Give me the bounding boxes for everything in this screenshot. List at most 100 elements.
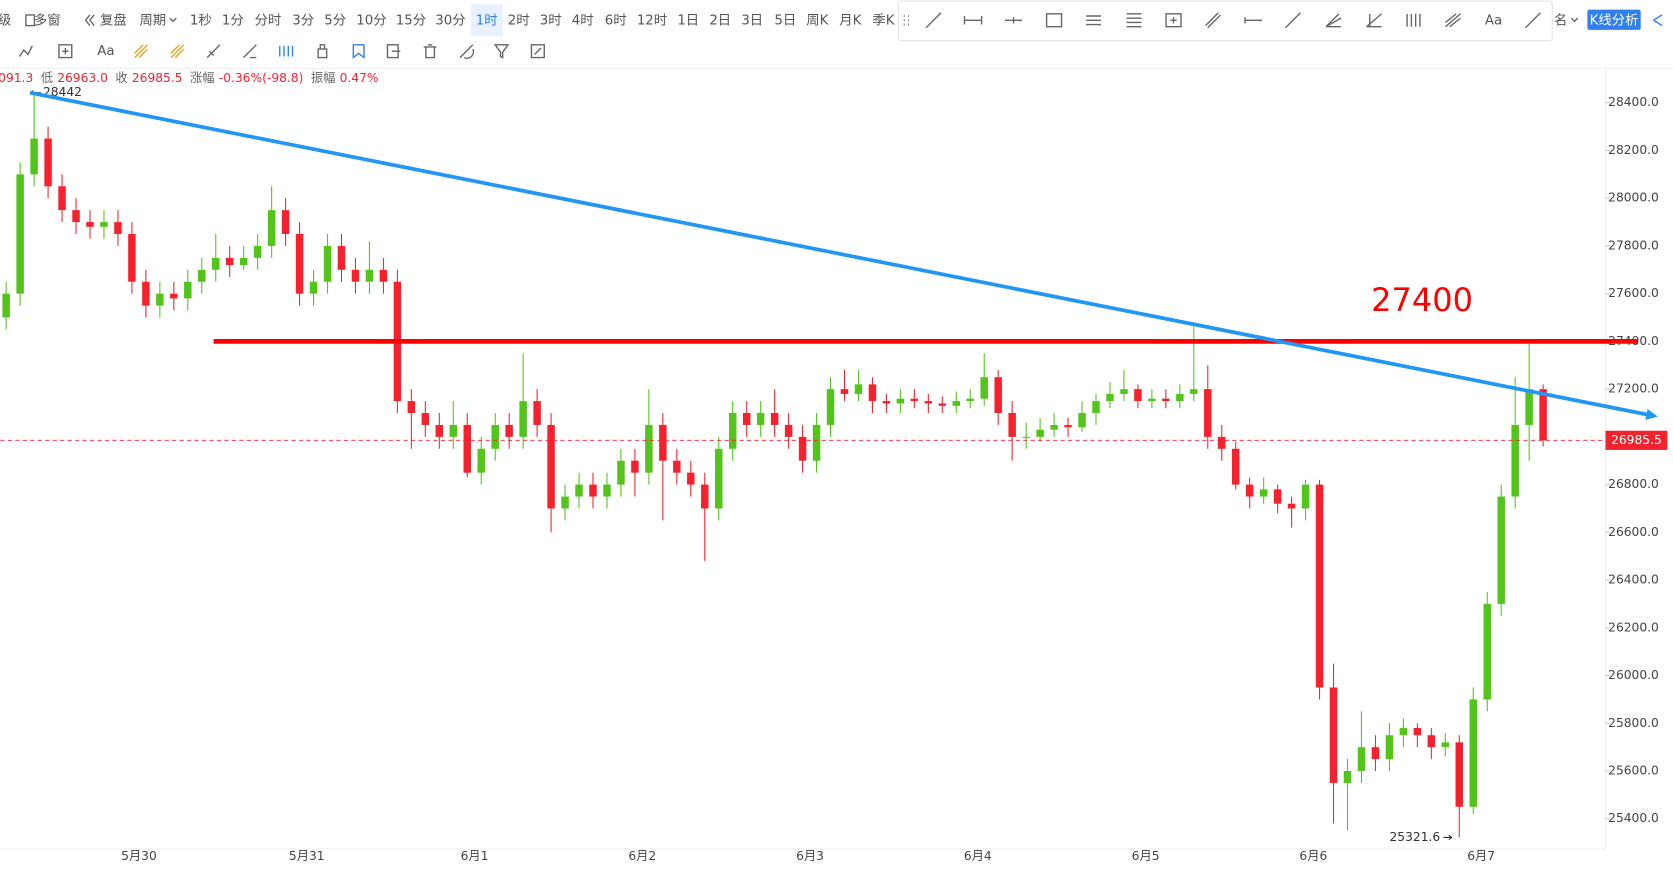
- period-button[interactable]: 分时: [255, 12, 282, 28]
- toolbar-button[interactable]: 多窗: [34, 11, 61, 28]
- candle-body: [309, 281, 318, 294]
- toolbar-button[interactable]: 级: [0, 12, 11, 28]
- period-button[interactable]: 1分: [222, 12, 244, 28]
- period-button[interactable]: 5日: [774, 13, 796, 28]
- candle-body: [1371, 747, 1380, 760]
- toolbar-button[interactable]: 周期: [139, 12, 166, 28]
- y-tick-label: 26000.0: [1608, 668, 1659, 682]
- drawing-tool[interactable]: [925, 12, 942, 29]
- drawing-tool[interactable]: [1086, 15, 1102, 26]
- period-button[interactable]: 1秒: [190, 12, 212, 28]
- tool-icon[interactable]: [317, 44, 328, 59]
- candle-body: [673, 460, 681, 473]
- tool-icon[interactable]: [58, 44, 73, 59]
- candle-body: [1455, 742, 1464, 807]
- drawing-tool[interactable]: [963, 15, 983, 25]
- candle-body: [2, 293, 10, 318]
- drawing-tool[interactable]: [1366, 13, 1382, 28]
- period-button[interactable]: 6时: [605, 12, 627, 28]
- drawing-tool[interactable]: [1205, 12, 1221, 29]
- period-button[interactable]: 4时: [572, 12, 594, 28]
- drawing-tool[interactable]: [1244, 17, 1263, 24]
- drawing-tool[interactable]: [1406, 13, 1421, 27]
- toolbar-button[interactable]: 名: [1554, 12, 1567, 28]
- candle-body: [1329, 687, 1338, 783]
- tool-icon[interactable]: [386, 44, 401, 59]
- candle-body: [617, 460, 625, 485]
- period-button[interactable]: 2日: [709, 13, 731, 28]
- tool-icon[interactable]: [493, 44, 510, 59]
- candle-body: [1231, 448, 1240, 485]
- candle-body: [715, 448, 723, 509]
- tool-icon[interactable]: [352, 44, 365, 60]
- candle-body: [114, 222, 122, 235]
- candle-body: [896, 398, 905, 404]
- period-button[interactable]: 3分: [292, 12, 314, 28]
- period-button[interactable]: 3日: [741, 13, 763, 28]
- candle-body: [924, 401, 933, 404]
- candle-body: [295, 234, 304, 294]
- candle-body: [1106, 393, 1114, 402]
- candle-body: [687, 472, 695, 485]
- y-tick-label: 25400.0: [1608, 811, 1659, 825]
- info-value: -0.36%(-98.8): [219, 70, 304, 84]
- period-button[interactable]: 1时: [476, 12, 498, 28]
- toolbar-button[interactable]: 复盘: [100, 11, 127, 28]
- candle-body: [952, 401, 961, 406]
- drawing-tool-text[interactable]: Aa: [1485, 13, 1502, 28]
- tool-icon[interactable]: [530, 44, 545, 59]
- period-button[interactable]: 15分: [396, 12, 426, 28]
- candle-body: [1259, 489, 1268, 497]
- period-button[interactable]: 10分: [356, 12, 386, 28]
- y-tick-label: 26800.0: [1608, 477, 1659, 491]
- drawing-tool[interactable]: [1525, 12, 1541, 29]
- period-button[interactable]: 2时: [508, 12, 530, 28]
- tool-icon[interactable]: [423, 44, 437, 59]
- kline-analysis-label[interactable]: K线分析: [1590, 12, 1639, 28]
- tool-icon[interactable]: [279, 45, 294, 57]
- tool-icon[interactable]: [206, 44, 221, 59]
- period-button[interactable]: 周K: [806, 13, 829, 28]
- period-button[interactable]: 5分: [324, 12, 346, 28]
- kline-analysis-button[interactable]: [1587, 9, 1641, 30]
- candle-body: [1441, 742, 1450, 748]
- period-button[interactable]: 1日: [677, 13, 699, 28]
- tool-icon[interactable]: [134, 44, 148, 59]
- period-button[interactable]: 月K: [839, 13, 862, 28]
- candle-body: [379, 269, 388, 282]
- drawing-tool[interactable]: [1126, 13, 1142, 28]
- share-icon[interactable]: [1653, 14, 1663, 27]
- candle-body: [407, 401, 416, 414]
- candle-body: [225, 257, 234, 266]
- candle-body: [421, 413, 430, 425]
- drawing-tool[interactable]: [1325, 13, 1342, 28]
- tool-text[interactable]: Aa: [97, 44, 114, 59]
- candle-body: [994, 377, 1002, 414]
- candle-body: [980, 377, 988, 399]
- drawing-tool[interactable]: [1165, 13, 1182, 28]
- tool-icon[interactable]: [459, 44, 475, 59]
- tool-icon[interactable]: [18, 45, 33, 57]
- candle-body: [868, 384, 877, 402]
- drawing-tool[interactable]: [1005, 17, 1023, 24]
- drawing-tool[interactable]: [1445, 13, 1461, 28]
- period-button[interactable]: 季K: [872, 12, 895, 28]
- info-value: 091.3: [0, 70, 33, 84]
- info-value: 26985.5: [132, 70, 183, 84]
- x-tick-label: 6月4: [964, 849, 992, 863]
- period-button[interactable]: 30分: [435, 12, 465, 28]
- drawing-tool[interactable]: [1045, 13, 1063, 28]
- drawing-tool[interactable]: [1285, 12, 1301, 29]
- period-button[interactable]: 3时: [540, 12, 562, 28]
- tool-icon[interactable]: [242, 44, 257, 59]
- info-label: 收: [115, 70, 127, 84]
- y-tick-label: 27600.0: [1608, 286, 1659, 300]
- candle-body: [1064, 424, 1072, 428]
- period-button[interactable]: 12时: [637, 12, 667, 28]
- candle-body: [1301, 484, 1310, 509]
- drag-handle: [903, 14, 910, 26]
- tool-icon[interactable]: [170, 44, 185, 59]
- candle-body: [854, 384, 863, 394]
